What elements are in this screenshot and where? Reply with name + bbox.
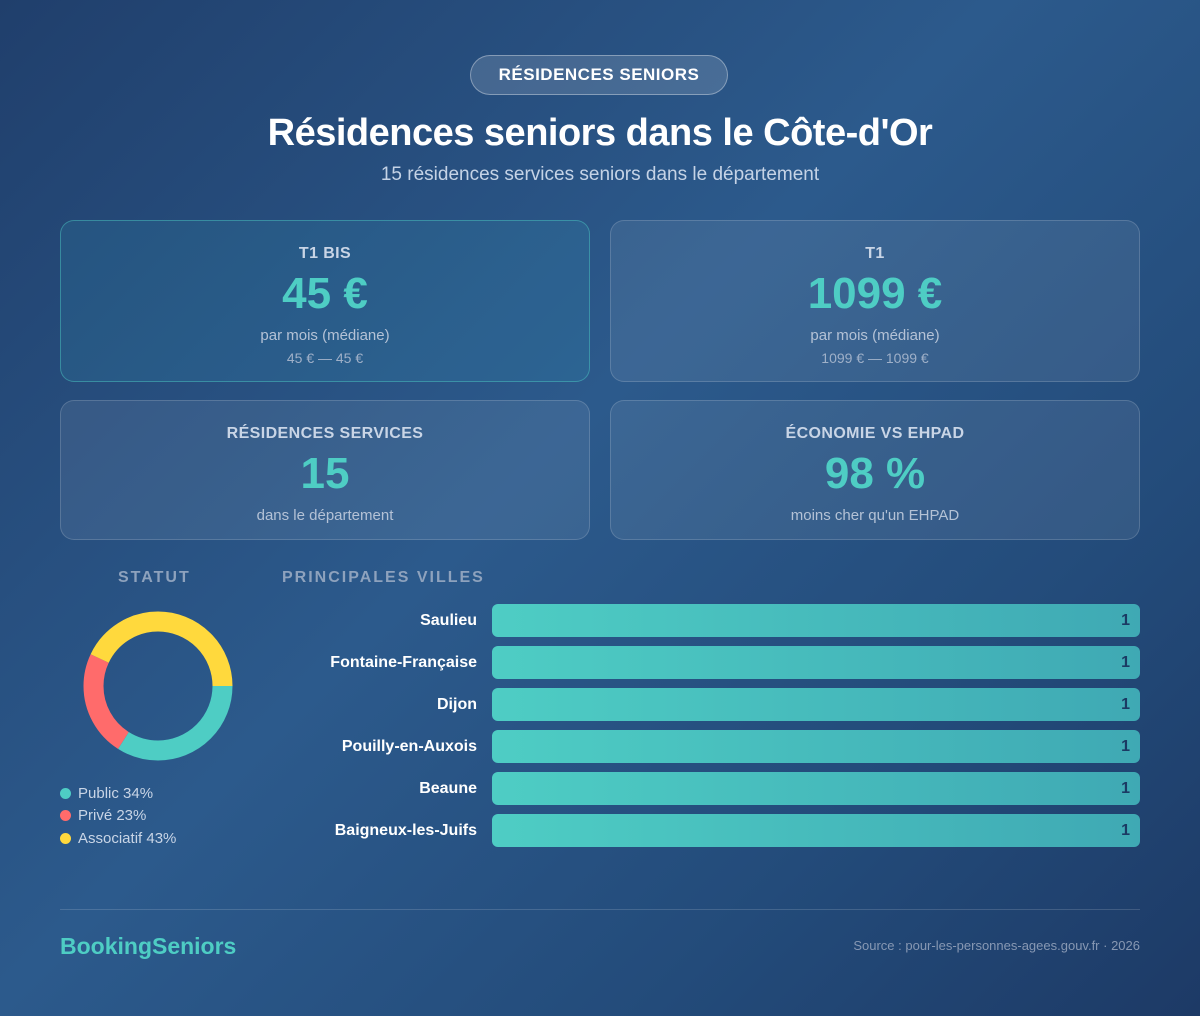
card-label: T1 BIS	[298, 245, 352, 262]
category-badge: RÉSIDENCES SENIORS	[470, 55, 728, 95]
card-subtext: par mois (médiane)	[260, 327, 390, 344]
legend-item-prive: Privé 23%	[60, 805, 176, 828]
city-bar-row: Saulieu 1	[280, 604, 1140, 637]
card-value: 15	[300, 449, 350, 498]
card-value: 98 %	[824, 449, 926, 498]
source-note: Source : pour-les-personnes-agees.gouv.f…	[853, 938, 1140, 953]
city-bar: 1	[492, 814, 1140, 847]
city-label: Beaune	[419, 780, 477, 797]
city-label: Fontaine-Française	[330, 654, 477, 671]
page-title: Résidences seniors dans le Côte-d'Or	[267, 112, 933, 154]
city-bar-value: 1	[1121, 822, 1130, 839]
card-economie-ehpad: ÉCONOMIE VS EHPAD 98 % moins cher qu'un …	[610, 400, 1140, 540]
city-bar-value: 1	[1121, 738, 1130, 755]
city-bar-value: 1	[1121, 654, 1130, 671]
footer-divider	[60, 909, 1140, 910]
card-residences-services: RÉSIDENCES SERVICES 15 dans le départeme…	[60, 400, 590, 540]
city-bar-value: 1	[1121, 612, 1130, 629]
city-bar: 1	[492, 688, 1140, 721]
page-subtitle: 15 résidences services seniors dans le d…	[380, 164, 820, 185]
card-subtext: moins cher qu'un EHPAD	[790, 507, 960, 524]
statut-donut-chart	[83, 611, 233, 761]
statut-title: STATUT	[118, 569, 191, 586]
city-bar: 1	[492, 730, 1140, 763]
card-label: RÉSIDENCES SERVICES	[226, 425, 424, 442]
legend-item-public: Public 34%	[60, 782, 176, 805]
city-bar-row: Baigneux-les-Juifs 1	[280, 814, 1140, 847]
legend-dot-public	[60, 787, 71, 799]
card-range: 45 € — 45 €	[286, 350, 364, 366]
city-label: Dijon	[437, 696, 477, 713]
city-bar: 1	[492, 772, 1140, 805]
legend-item-associatif: Associatif 43%	[60, 827, 176, 850]
city-bar-row: Dijon 1	[280, 688, 1140, 721]
city-label: Saulieu	[420, 612, 477, 629]
card-subtext: par mois (médiane)	[810, 327, 940, 344]
card-subtext: dans le département	[256, 507, 394, 524]
legend-label: Privé 23%	[78, 807, 147, 825]
brand-logo: BookingSeniors	[60, 933, 237, 959]
card-label: ÉCONOMIE VS EHPAD	[785, 425, 965, 442]
legend-dot-prive	[60, 810, 71, 822]
legend-dot-associatif	[60, 832, 71, 844]
card-t1-bis: T1 BIS 45 € par mois (médiane) 45 € — 45…	[60, 220, 590, 382]
city-bar-row: Pouilly-en-Auxois 1	[280, 730, 1140, 763]
city-bar-row: Beaune 1	[280, 772, 1140, 805]
city-bar-value: 1	[1121, 696, 1130, 713]
city-bar: 1	[492, 604, 1140, 637]
villes-title: PRINCIPALES VILLES	[282, 569, 485, 586]
city-label: Pouilly-en-Auxois	[341, 738, 477, 755]
legend-label: Associatif 43%	[78, 829, 177, 847]
card-range: 1099 € — 1099 €	[821, 350, 929, 366]
city-label: Baigneux-les-Juifs	[334, 822, 477, 839]
card-t1: T1 1099 € par mois (médiane) 1099 € — 10…	[610, 220, 1140, 382]
donut-slice-associatif	[83, 611, 233, 761]
card-label: T1	[865, 245, 885, 262]
legend-label: Public 34%	[78, 784, 154, 802]
city-bar-row: Fontaine-Française 1	[280, 646, 1140, 679]
statut-legend: Public 34% Privé 23% Associatif 43%	[60, 782, 176, 850]
city-bar-value: 1	[1121, 780, 1130, 797]
donut-slice-prive	[83, 611, 233, 761]
card-value: 45 €	[282, 269, 368, 318]
card-value: 1099 €	[807, 269, 943, 318]
city-bar: 1	[492, 646, 1140, 679]
